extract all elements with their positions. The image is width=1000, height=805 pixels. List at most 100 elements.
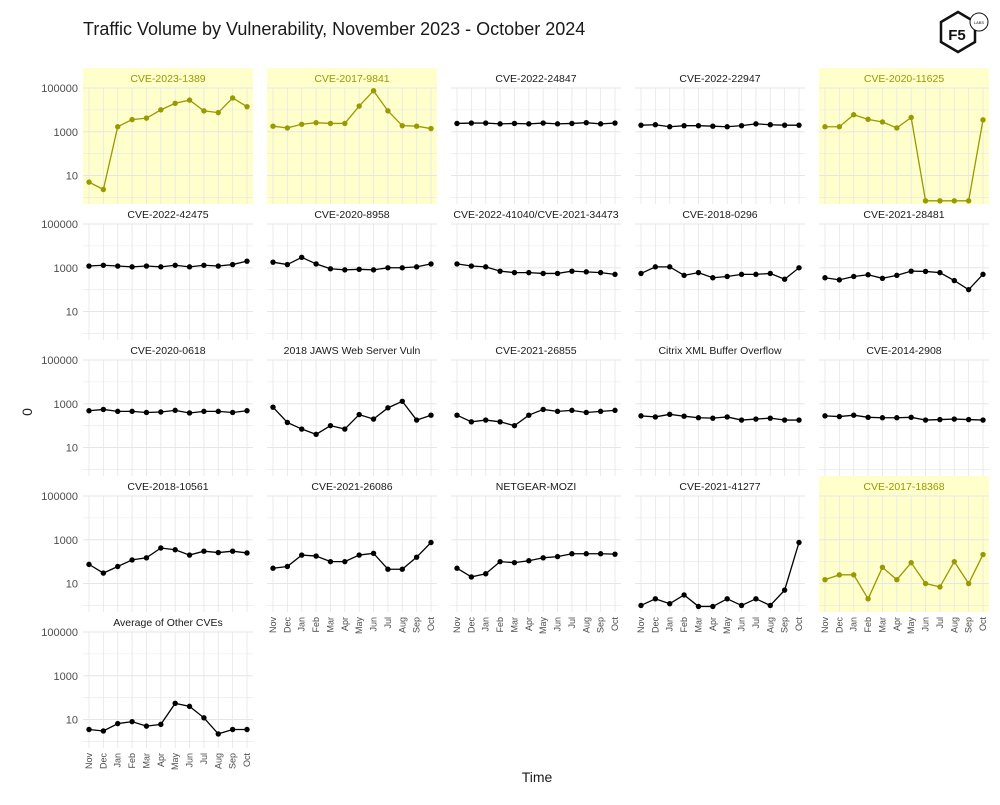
facet-strip-title: CVE-2020-0618 (130, 345, 205, 357)
data-point (454, 261, 460, 267)
facet-panel-cve-2017-18368: CVE-2017-18368 Nov Dec Jan Feb Mar Apr May Jun Ju… (819, 476, 989, 634)
data-point (879, 564, 886, 571)
data-point (399, 566, 405, 572)
data-point (638, 122, 644, 128)
data-point (554, 270, 561, 277)
data-point (612, 551, 618, 557)
facet-panel-cve-2023-1389: CVE-2023-1389 10 1000 100000 (41, 68, 253, 204)
data-point (100, 570, 107, 576)
data-point (158, 545, 164, 551)
data-point (143, 263, 150, 269)
data-point (908, 268, 914, 274)
x-tick-label: Mar (509, 617, 519, 633)
data-point (172, 262, 178, 268)
data-point (100, 186, 107, 193)
data-point (526, 121, 532, 127)
data-point (468, 574, 475, 580)
data-point (129, 264, 135, 270)
facet-panel-cve-2021-41277: CVE-2021-41277 Nov Dec Jan Feb Mar Apr May Jun Ju… (635, 481, 805, 634)
y-tick-label: 100000 (41, 355, 78, 367)
data-point (86, 263, 92, 269)
x-tick-label: May (538, 617, 548, 635)
data-point (370, 88, 377, 94)
data-point (922, 198, 929, 204)
data-point (215, 408, 221, 415)
data-point (428, 261, 434, 267)
data-point (327, 422, 334, 429)
data-point (342, 426, 348, 432)
data-point (879, 275, 886, 282)
facet-panel-cve-2022-42475: CVE-2022-42475 10 1000 100000 (41, 209, 253, 340)
data-point (115, 720, 121, 727)
data-point (215, 263, 221, 269)
data-point (158, 107, 164, 113)
x-tick-label: May (354, 617, 364, 635)
data-point (894, 415, 900, 421)
y-tick-label: 1000 (54, 399, 78, 411)
facet-panel-citrix-xml-buffer-overflow: Citrix XML Buffer Overflow (635, 345, 805, 476)
x-tick-label: Aug (765, 617, 775, 633)
data-point (483, 264, 489, 270)
data-point (385, 265, 391, 271)
data-point (836, 413, 843, 420)
facet-strip-title: CVE-2022-42475 (127, 209, 208, 221)
facet-highlight-bg (83, 68, 253, 204)
facet-panel-cve-2018-0296: CVE-2018-0296 (635, 209, 805, 340)
facet-strip-title: Average of Other CVEs (113, 617, 223, 629)
y-tick-label: 10 (66, 443, 78, 455)
y-axis-title: 0 (19, 408, 35, 416)
series-line (824, 270, 984, 291)
data-point (497, 121, 503, 127)
data-point (215, 549, 221, 556)
x-tick-label: Jun (369, 617, 379, 632)
data-point (951, 416, 957, 422)
data-point (299, 121, 305, 127)
data-point (284, 563, 291, 570)
data-point (186, 97, 193, 103)
data-point (865, 272, 871, 278)
data-point (468, 120, 475, 126)
data-point (822, 124, 828, 130)
data-point (937, 584, 943, 590)
data-point (753, 121, 759, 127)
data-point (851, 412, 857, 418)
data-point (980, 117, 986, 123)
data-point (583, 119, 589, 126)
data-point (526, 412, 532, 418)
data-point (201, 408, 207, 415)
data-point (894, 272, 900, 279)
x-tick-label: Sep (412, 617, 422, 633)
facet-panel-cve-2020-11625: CVE-2020-11625 (819, 68, 989, 204)
data-point (86, 561, 92, 568)
data-point (638, 270, 644, 277)
data-point (497, 419, 503, 425)
x-tick-label: Oct (978, 617, 988, 632)
data-point (951, 198, 957, 204)
x-tick-label: Jan (481, 617, 491, 632)
x-tick-label: Dec (282, 617, 292, 634)
data-point (454, 565, 460, 571)
data-point (710, 123, 716, 129)
data-point (428, 412, 434, 418)
data-point (822, 576, 828, 583)
series-line (88, 702, 247, 735)
data-point (454, 120, 460, 127)
data-point (980, 551, 986, 558)
data-point (583, 409, 589, 416)
series-line (456, 122, 616, 125)
data-point (468, 263, 475, 269)
data-point (894, 576, 900, 583)
x-tick-label: Aug (397, 617, 407, 633)
data-point (667, 124, 673, 130)
x-tick-label: Oct (610, 617, 620, 632)
x-tick-label: Feb (679, 617, 689, 633)
data-point (86, 408, 92, 414)
x-tick-label: Oct (426, 617, 436, 632)
data-point (597, 121, 604, 127)
data-point (511, 269, 518, 276)
series-line (272, 542, 432, 570)
data-point (612, 407, 618, 414)
data-point (638, 602, 644, 609)
data-point (143, 723, 150, 729)
data-point (284, 419, 291, 426)
